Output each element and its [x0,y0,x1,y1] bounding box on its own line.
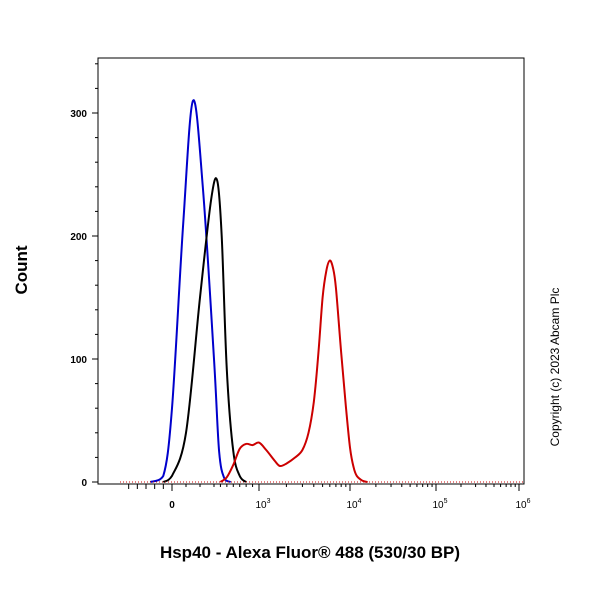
x-tick-label: 104 [346,498,361,511]
plot-frame [97,57,525,485]
red-histogram-line [219,259,368,483]
y-axis-ticks: 0 100 200 300 [70,63,98,489]
y-tick-label: 200 [70,232,87,243]
y-tick-label: 0 [81,478,87,489]
y-tick-label: 300 [70,109,87,120]
x-axis-title: Hsp40 - Alexa Fluor® 488 (530/30 BP) [160,543,460,562]
series-layer [120,99,524,483]
black-histogram-line [162,177,247,483]
y-axis-title: Count [12,245,31,294]
x-tick-label: 103 [255,498,270,511]
x-tick-label: 105 [432,498,447,511]
x-tick-label: 106 [515,498,530,511]
x-tick-label: 0 [169,500,175,511]
y-tick-label: 100 [70,355,87,366]
blue-histogram-line [149,99,232,483]
x-axis-ticks: 0 103 104 105 106 [128,484,531,511]
copyright-watermark: Copyright (c) 2023 Abcam Plc [548,288,562,447]
